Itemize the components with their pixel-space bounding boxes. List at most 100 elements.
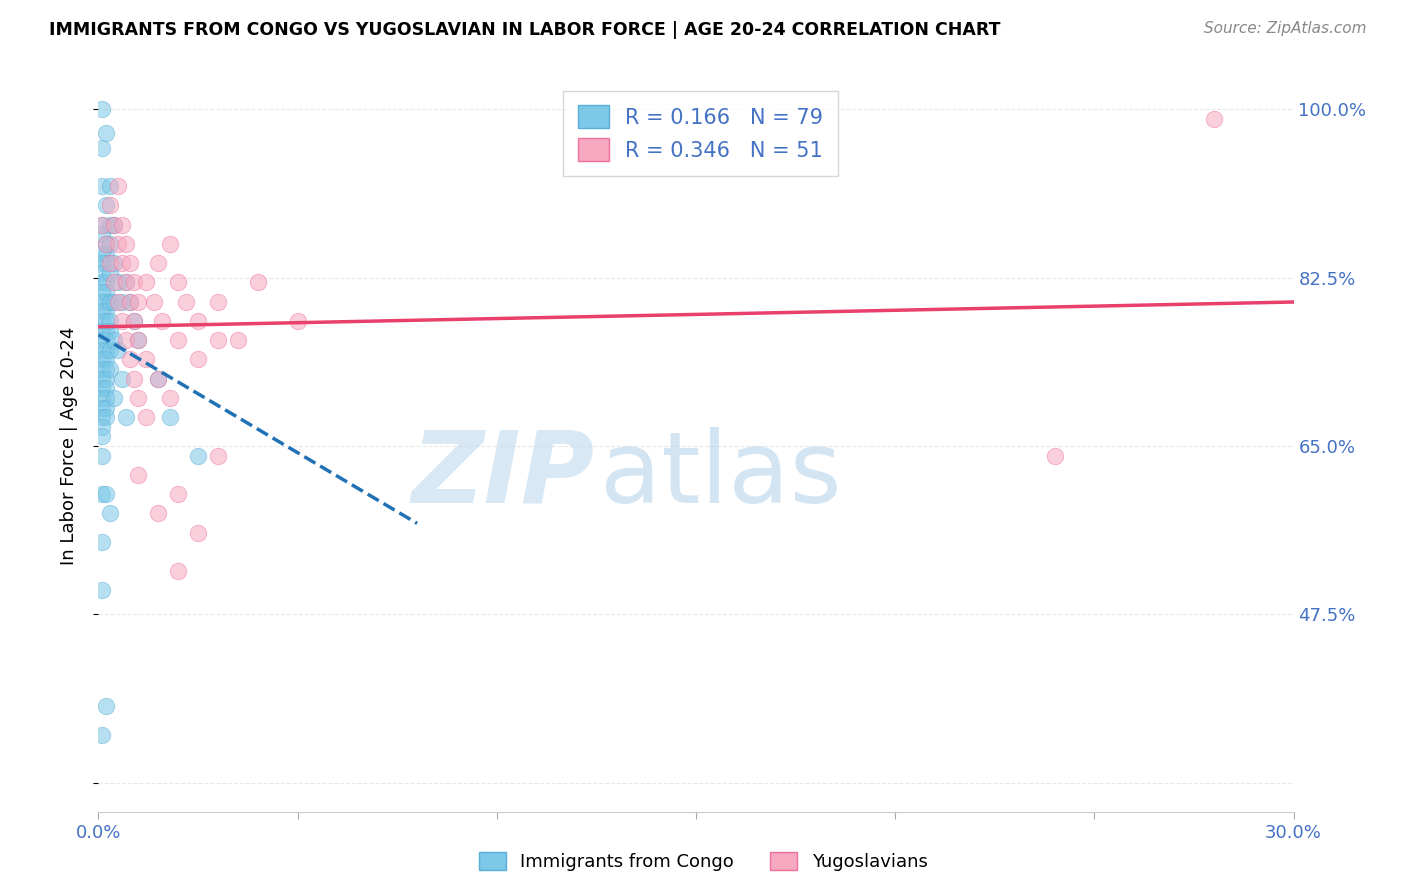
- Point: [103, 218, 125, 232]
- Point: [96, 391, 118, 405]
- Point: [115, 333, 138, 347]
- Point: [111, 371, 134, 385]
- Point: [91, 362, 114, 376]
- Point: [96, 304, 118, 318]
- Point: [226, 333, 249, 347]
- Point: [287, 314, 309, 328]
- Point: [96, 246, 118, 260]
- Point: [91, 419, 114, 434]
- Point: [98, 324, 122, 338]
- Point: [127, 294, 149, 309]
- Point: [174, 294, 197, 309]
- Point: [135, 410, 157, 425]
- Point: [96, 343, 118, 357]
- Text: Source: ZipAtlas.com: Source: ZipAtlas.com: [1204, 21, 1367, 36]
- Point: [98, 343, 122, 357]
- Point: [91, 429, 114, 443]
- Point: [98, 314, 122, 328]
- Point: [91, 314, 114, 328]
- Point: [124, 314, 146, 328]
- Point: [96, 236, 118, 251]
- Point: [98, 256, 122, 270]
- Point: [91, 246, 114, 260]
- Point: [91, 218, 114, 232]
- Point: [167, 333, 190, 347]
- Point: [91, 343, 114, 357]
- Point: [91, 381, 114, 395]
- Point: [91, 304, 114, 318]
- Point: [143, 294, 166, 309]
- Point: [96, 126, 118, 140]
- Point: [167, 487, 190, 501]
- Point: [115, 276, 138, 290]
- Point: [148, 371, 170, 385]
- Point: [111, 256, 134, 270]
- Point: [207, 449, 229, 463]
- Text: IMMIGRANTS FROM CONGO VS YUGOSLAVIAN IN LABOR FORCE | AGE 20-24 CORRELATION CHAR: IMMIGRANTS FROM CONGO VS YUGOSLAVIAN IN …: [49, 21, 1001, 38]
- Point: [159, 391, 181, 405]
- Point: [246, 276, 269, 290]
- Point: [96, 362, 118, 376]
- Point: [91, 333, 114, 347]
- Point: [91, 218, 114, 232]
- Point: [96, 352, 118, 367]
- Point: [91, 285, 114, 299]
- Point: [103, 294, 125, 309]
- Point: [207, 294, 229, 309]
- Point: [96, 236, 118, 251]
- Point: [115, 276, 138, 290]
- Point: [91, 487, 114, 501]
- Point: [135, 276, 157, 290]
- Point: [120, 294, 142, 309]
- Point: [98, 362, 122, 376]
- Point: [107, 179, 129, 194]
- Point: [98, 507, 122, 521]
- Point: [91, 728, 114, 742]
- Point: [91, 179, 114, 194]
- Legend: R = 0.166   N = 79, R = 0.346   N = 51: R = 0.166 N = 79, R = 0.346 N = 51: [562, 91, 838, 176]
- Text: atlas: atlas: [600, 426, 842, 524]
- Point: [91, 324, 114, 338]
- Point: [91, 410, 114, 425]
- Point: [96, 324, 118, 338]
- Point: [127, 467, 149, 482]
- Point: [187, 314, 209, 328]
- Point: [103, 276, 125, 290]
- Point: [98, 236, 122, 251]
- Point: [91, 294, 114, 309]
- Point: [103, 256, 125, 270]
- Point: [91, 102, 114, 116]
- Point: [91, 256, 114, 270]
- Point: [91, 401, 114, 415]
- Y-axis label: In Labor Force | Age 20-24: In Labor Force | Age 20-24: [59, 326, 77, 566]
- Point: [91, 583, 114, 598]
- Point: [103, 391, 125, 405]
- Point: [96, 410, 118, 425]
- Point: [98, 198, 122, 212]
- Point: [91, 227, 114, 242]
- Point: [167, 276, 190, 290]
- Point: [124, 276, 146, 290]
- Point: [96, 198, 118, 212]
- Point: [148, 256, 170, 270]
- Point: [1202, 112, 1225, 126]
- Point: [96, 698, 118, 713]
- Legend: Immigrants from Congo, Yugoslavians: Immigrants from Congo, Yugoslavians: [471, 845, 935, 879]
- Point: [91, 141, 114, 155]
- Point: [115, 236, 138, 251]
- Point: [91, 449, 114, 463]
- Point: [107, 343, 129, 357]
- Point: [96, 333, 118, 347]
- Point: [148, 371, 170, 385]
- Point: [135, 352, 157, 367]
- Point: [103, 218, 125, 232]
- Point: [96, 381, 118, 395]
- Point: [96, 314, 118, 328]
- Point: [111, 314, 134, 328]
- Point: [91, 391, 114, 405]
- Point: [98, 294, 122, 309]
- Point: [103, 333, 125, 347]
- Point: [96, 487, 118, 501]
- Point: [207, 333, 229, 347]
- Point: [96, 285, 118, 299]
